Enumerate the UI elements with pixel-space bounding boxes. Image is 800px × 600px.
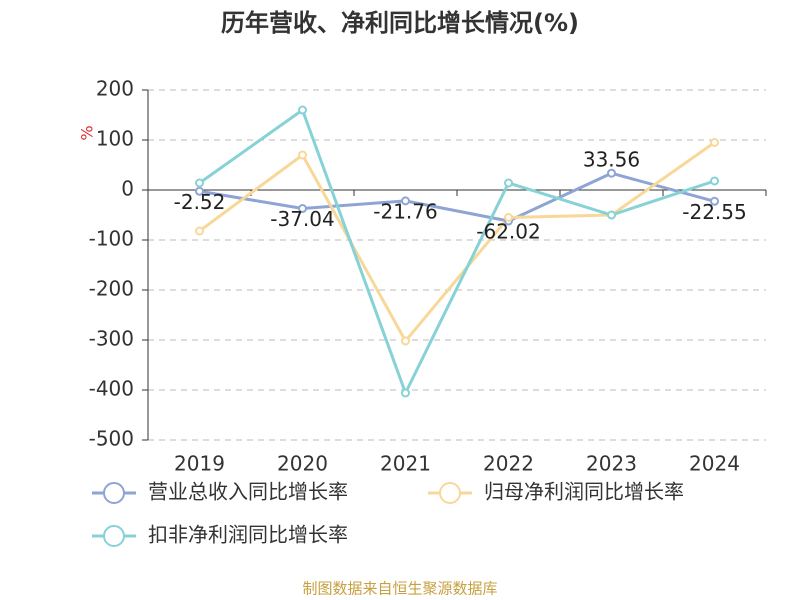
- data-point: [298, 105, 307, 115]
- data-point: [607, 210, 616, 220]
- data-point: [195, 178, 204, 188]
- data-point: [401, 336, 410, 346]
- data-label: 33.56: [583, 148, 640, 172]
- data-point: [607, 168, 616, 178]
- legend-marker: [103, 482, 125, 504]
- data-point: [504, 178, 513, 188]
- source-note: 制图数据来自恒生聚源数据库: [302, 580, 497, 598]
- x-tick-label: 2023: [586, 452, 637, 476]
- x-tick-label: 2024: [689, 452, 740, 476]
- data-label: -22.55: [682, 200, 746, 224]
- data-label: -62.02: [476, 220, 540, 244]
- y-tick-label: -100: [89, 227, 134, 251]
- y-tick-label: 200: [96, 77, 134, 101]
- legend-label: 营业总收入同比增长率: [148, 480, 348, 504]
- legend-label: 扣非净利润同比增长率: [148, 523, 348, 547]
- x-tick-label: 2022: [483, 452, 534, 476]
- x-tick-label: 2021: [380, 452, 431, 476]
- y-tick-label: 0: [121, 177, 134, 201]
- y-tick-label: -200: [89, 277, 134, 301]
- data-point: [401, 388, 410, 398]
- x-tick-label: 2020: [277, 452, 328, 476]
- data-point: [195, 186, 204, 196]
- series-line: [199, 171, 715, 223]
- legend-marker: [103, 525, 125, 547]
- series-line: [198, 141, 716, 344]
- data-point: [298, 204, 307, 214]
- data-label: -21.76: [373, 199, 437, 223]
- chart-title: 历年营收、净利同比增长情况(%): [221, 9, 579, 37]
- legend-marker: [439, 482, 461, 504]
- data-point: [710, 138, 719, 147]
- data-point: [298, 150, 307, 160]
- data-point: [710, 196, 719, 206]
- data-point: [401, 196, 410, 206]
- legend-label: 归母净利润同比增长率: [484, 480, 684, 504]
- y-axis-label: %: [78, 125, 97, 140]
- data-label: -37.04: [270, 207, 334, 231]
- data-point: [195, 226, 204, 236]
- y-tick-label: 100: [96, 127, 134, 151]
- series-line: [198, 107, 715, 397]
- x-tick-label: 2019: [174, 452, 225, 476]
- data-point: [710, 176, 719, 186]
- y-tick-label: -500: [89, 427, 134, 451]
- data-point: [504, 213, 513, 222]
- y-tick-label: -300: [89, 327, 134, 351]
- data-label: -2.52: [174, 190, 226, 214]
- y-tick-label: -400: [89, 377, 134, 401]
